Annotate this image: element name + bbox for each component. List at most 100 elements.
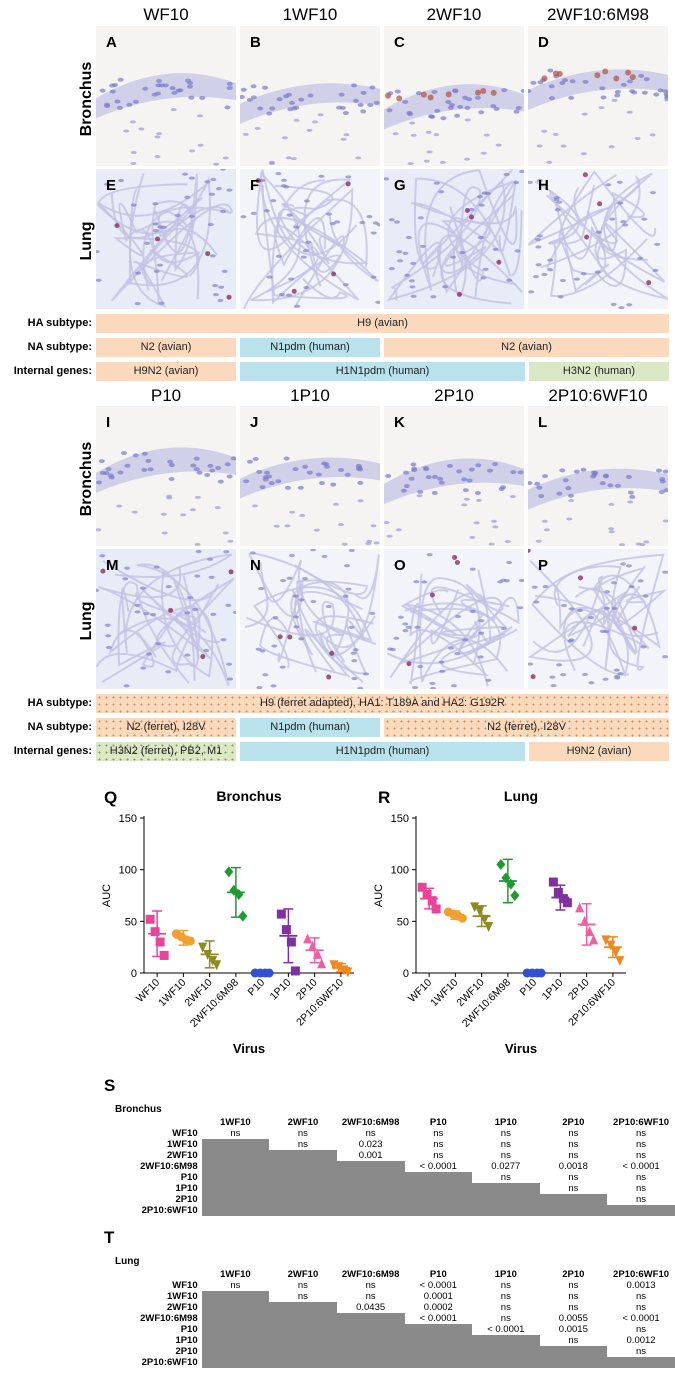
- table-title-lung: Lung: [115, 1256, 140, 1267]
- table-column-header: 2P10:6WF10: [613, 1269, 670, 1280]
- table-cell: ns: [636, 1150, 647, 1161]
- data-point: [224, 866, 234, 878]
- panel-letter-m: M: [106, 557, 119, 574]
- y-tick-label: 50: [125, 916, 137, 928]
- table-cell: ns: [568, 1172, 579, 1183]
- table-row: P10 < 0.0001 0.0015 ns: [110, 1324, 675, 1335]
- table-cell: ns: [230, 1128, 241, 1139]
- table-cell: < 0.0001: [419, 1313, 457, 1324]
- table-row-label: 2WF10:6M98: [140, 1313, 198, 1324]
- data-point: [562, 898, 572, 908]
- table-grey-block: [201, 1324, 473, 1335]
- panel-letter-r: R: [378, 788, 391, 807]
- micrograph-panel-h: H: [528, 169, 668, 309]
- table-row: 1WF10 ns 0.023 ns ns ns ns: [110, 1139, 675, 1150]
- y-tick-label: 150: [119, 813, 137, 825]
- table-cell: 0.023: [358, 1139, 383, 1150]
- table-grey-block: [201, 1313, 405, 1324]
- table-column-header: 1WF10: [220, 1117, 251, 1128]
- table-row-label: 2P10:6WF10: [141, 1205, 198, 1216]
- x-axis-label: Virus: [233, 1041, 265, 1056]
- table-row-label: 2WF10: [167, 1302, 198, 1313]
- table-column-header: P10: [429, 1117, 447, 1128]
- panel-letter-j: J: [250, 414, 259, 431]
- na-strip-top-1: N2 (avian): [96, 338, 236, 357]
- table-cell: ns: [568, 1280, 579, 1291]
- micrograph-panel-n: N: [240, 549, 380, 689]
- panel-letter-a: A: [106, 34, 117, 51]
- table-grey-block: [201, 1161, 405, 1172]
- table-row: 2P10 ns: [110, 1194, 675, 1205]
- table-cell: 0.0277: [491, 1161, 521, 1172]
- table-cell: ns: [433, 1128, 444, 1139]
- table-grey-block: [201, 1291, 270, 1302]
- micrograph-panel-l: L: [528, 406, 668, 546]
- panel-letter-c: C: [394, 34, 405, 51]
- y-tick-label: 50: [397, 916, 409, 928]
- panel-letter-e: E: [106, 177, 117, 194]
- table-cell: 0.001: [358, 1150, 383, 1161]
- data-point: [212, 960, 222, 971]
- table-grey-block: [201, 1302, 337, 1313]
- table-cell: ns: [568, 1150, 579, 1161]
- lung-stats-table: 1WF10 2WF10 2WF10:6M98 P10 1P10 2P10 2P10:6WF1…: [110, 1269, 675, 1368]
- table-grey-block: [201, 1205, 675, 1216]
- table-cell: 0.0012: [626, 1335, 656, 1346]
- chart-title: Lung: [504, 788, 538, 804]
- col-title-2wf10: 2WF10: [426, 5, 482, 24]
- table-cell: ns: [636, 1194, 647, 1205]
- table-row-label: 1WF10: [167, 1291, 198, 1302]
- table-cell: ns: [500, 1150, 511, 1161]
- data-point: [290, 966, 300, 976]
- x-tick-label: 1WF10: [156, 977, 189, 1010]
- internal-strip-bottom-1: H3N2 (ferret), PB2, M1: [96, 742, 236, 761]
- table-grey-block: [201, 1194, 608, 1205]
- micrograph-panel-d: D: [528, 26, 668, 166]
- micrograph-panel-o: O: [384, 549, 524, 689]
- data-point: [615, 956, 625, 967]
- internal-strip-bottom-3: H9N2 (avian): [529, 742, 669, 761]
- table-header-row: 1WF10 2WF10 2WF10:6M98 P10 1P10 2P10 2P10:6WF1…: [110, 1117, 675, 1128]
- table-cell: ns: [636, 1291, 647, 1302]
- na-strip-top-3: N2 (avian): [384, 338, 669, 357]
- x-tick-label: 1WF10: [428, 977, 461, 1010]
- table-grey-block: [201, 1346, 608, 1357]
- table-cell: < 0.0001: [622, 1161, 660, 1172]
- table-column-header: 2P10: [562, 1117, 585, 1128]
- table-cell: 0.0018: [558, 1161, 588, 1172]
- micrograph-panel-k: K: [384, 406, 524, 546]
- table-row: 2WF10 0.001 ns ns ns ns: [110, 1150, 675, 1161]
- table-corner: [110, 1117, 202, 1128]
- table-row: 2P10:6WF10: [110, 1205, 675, 1216]
- table-cell: < 0.0001: [419, 1280, 457, 1291]
- table-grey-block: [201, 1139, 270, 1150]
- data-point: [422, 889, 432, 899]
- table-cell: 0.0015: [558, 1324, 588, 1335]
- data-point: [548, 877, 558, 887]
- table-column-header: 2WF10: [287, 1117, 319, 1128]
- table-row: WF10 ns ns ns ns ns ns ns: [110, 1128, 675, 1139]
- table-cell: ns: [297, 1291, 308, 1302]
- table-row-label: 1WF10: [167, 1139, 198, 1150]
- table-cell: ns: [636, 1346, 647, 1357]
- table-row: 2WF10:6M98 < 0.0001 0.0277 0.0018 < 0.0001: [110, 1161, 675, 1172]
- table-cell: ns: [636, 1302, 647, 1313]
- micrograph-panel-b: B: [240, 26, 380, 166]
- data-point: [553, 887, 563, 897]
- panel-letter-g: G: [394, 177, 406, 194]
- y-tick-label: 100: [391, 865, 409, 877]
- data-point: [198, 942, 208, 953]
- data-point: [343, 967, 353, 978]
- internal-genes-label-top: Internal genes:: [13, 365, 92, 377]
- y-axis-label: AUC: [373, 884, 385, 907]
- table-row-label: P10: [180, 1324, 198, 1335]
- table-cell: ns: [636, 1324, 647, 1335]
- na-strip-top-2: N1pdm (human): [240, 338, 380, 357]
- data-point: [159, 950, 169, 960]
- data-point: [470, 902, 480, 913]
- y-axis-label: AUC: [101, 884, 113, 907]
- data-point: [589, 934, 599, 945]
- table-column-header: 2P10: [562, 1269, 585, 1280]
- na-subtype-label-top: NA subtype:: [27, 341, 92, 353]
- table-cell: ns: [365, 1280, 376, 1291]
